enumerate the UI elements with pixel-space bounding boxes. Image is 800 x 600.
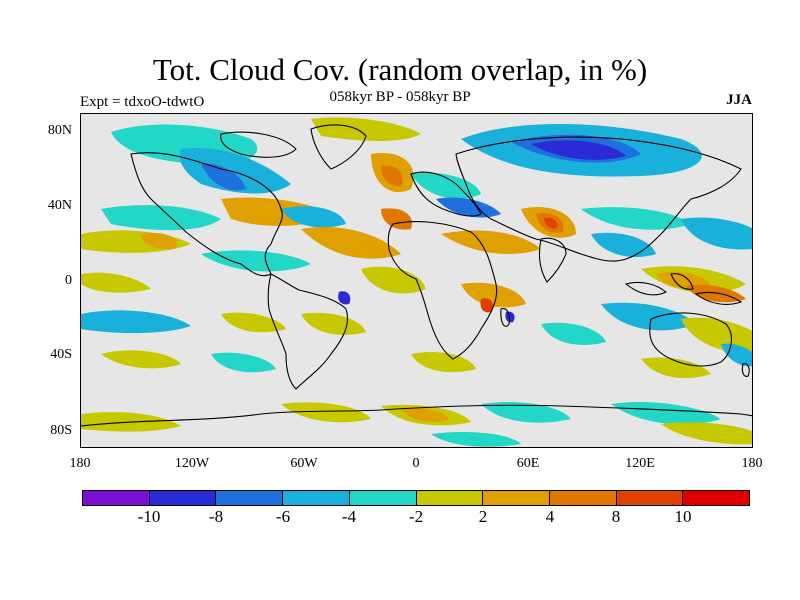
plot-subtitle: 058kyr BP - 058kyr BP — [329, 89, 471, 105]
coastline — [670, 273, 694, 290]
anomaly-patch — [480, 298, 493, 313]
colorbar-segment — [549, 491, 617, 505]
lat-tick: 80N — [47, 123, 72, 138]
anomaly-patch — [201, 250, 311, 272]
anomaly-patch — [81, 272, 151, 293]
lat-tick: 0 — [65, 273, 72, 288]
lon-tick: 180 — [741, 456, 763, 471]
anomaly-patch — [661, 422, 752, 445]
colorbar-label: 2 — [478, 507, 488, 526]
experiment-label: Expt = tdxoO-tdwtO — [80, 94, 205, 110]
coastlines — [81, 124, 752, 427]
anomaly-patch — [441, 230, 541, 254]
anomaly-patch — [681, 217, 752, 250]
anomaly-patch — [338, 291, 351, 305]
colorbar-label: -4 — [341, 507, 357, 526]
colorbar — [82, 490, 750, 506]
anomaly-patch — [541, 322, 606, 345]
anomaly-patch — [179, 148, 291, 194]
coastline — [410, 171, 482, 217]
anomaly-patches — [81, 117, 752, 447]
colorbar-label: 10 — [674, 507, 692, 526]
anomaly-patch — [481, 401, 571, 423]
plot-title: Tot. Cloud Cov. (random overlap, in %) — [152, 52, 648, 87]
colorbar-label: -2 — [408, 507, 424, 526]
coastline — [220, 131, 297, 158]
colorbar-label: 4 — [545, 507, 555, 526]
anomaly-patch — [591, 232, 656, 258]
colorbar-segment — [683, 491, 750, 505]
anomaly-patch — [411, 351, 476, 373]
colorbar-segment — [416, 491, 484, 505]
anomaly-patch — [641, 357, 711, 379]
colorbar-label: 8 — [611, 507, 621, 526]
anomaly-patch — [141, 232, 177, 250]
colorbar-segment — [349, 491, 417, 505]
colorbar-segment — [616, 491, 684, 505]
coastline — [81, 404, 752, 427]
anomaly-patch — [656, 272, 711, 289]
anomaly-patch — [301, 226, 401, 259]
coastline — [624, 281, 668, 296]
anomaly-patch — [381, 165, 403, 187]
anomaly-patch — [431, 432, 521, 447]
lon-tick: 0 — [412, 456, 420, 471]
anomaly-patch — [611, 401, 721, 425]
cloud-cover-map — [80, 113, 753, 448]
coastline — [741, 363, 750, 377]
lon-tick: 60W — [290, 456, 318, 471]
colorbar-segment — [483, 491, 550, 505]
coastline — [538, 237, 567, 283]
season-label: JJA — [726, 92, 752, 108]
colorbar-label: -10 — [137, 507, 161, 526]
colorbar-segment — [283, 491, 350, 505]
anomaly-patch — [201, 163, 246, 191]
coastline — [694, 291, 743, 305]
anomaly-patch — [281, 402, 371, 423]
lat-tick: 40S — [50, 347, 72, 362]
lon-tick: 60E — [516, 456, 540, 471]
anomaly-patch — [211, 352, 276, 373]
lon-tick: 120W — [174, 456, 210, 471]
coastline — [267, 273, 349, 390]
anomaly-patch — [381, 208, 412, 230]
anomaly-patch — [436, 197, 501, 218]
coastline — [455, 136, 742, 262]
anomaly-patch — [601, 302, 696, 331]
coastline — [649, 312, 732, 367]
colorbar-segment — [216, 491, 284, 505]
coastline — [500, 308, 511, 327]
anomaly-patch — [101, 205, 221, 231]
lat-tick: 80S — [50, 423, 72, 438]
anomaly-patch — [361, 266, 426, 294]
anomaly-patch — [281, 206, 346, 228]
anomaly-patch — [101, 350, 181, 369]
lon-tick: 180 — [69, 456, 91, 471]
anomaly-patch — [461, 282, 526, 308]
anomaly-patch — [401, 408, 449, 422]
anomaly-patch — [81, 310, 191, 334]
anomaly-patch — [301, 312, 366, 335]
anomaly-patch — [581, 207, 691, 230]
anomaly-patch — [531, 140, 626, 160]
map-svg — [81, 117, 752, 447]
coastline — [310, 124, 367, 170]
anomaly-patch — [311, 117, 421, 141]
anomaly-patch — [221, 312, 286, 333]
colorbar-label: -8 — [208, 507, 224, 526]
anomaly-patch — [721, 343, 752, 367]
colorbar-segment — [83, 491, 150, 505]
coastline — [387, 221, 498, 360]
colorbar-segment — [149, 491, 217, 505]
lon-tick: 120E — [625, 456, 655, 471]
anomaly-patch — [686, 284, 746, 303]
colorbar-label: -6 — [275, 507, 291, 526]
anomaly-patch — [544, 217, 558, 229]
lat-tick: 40N — [47, 198, 72, 213]
